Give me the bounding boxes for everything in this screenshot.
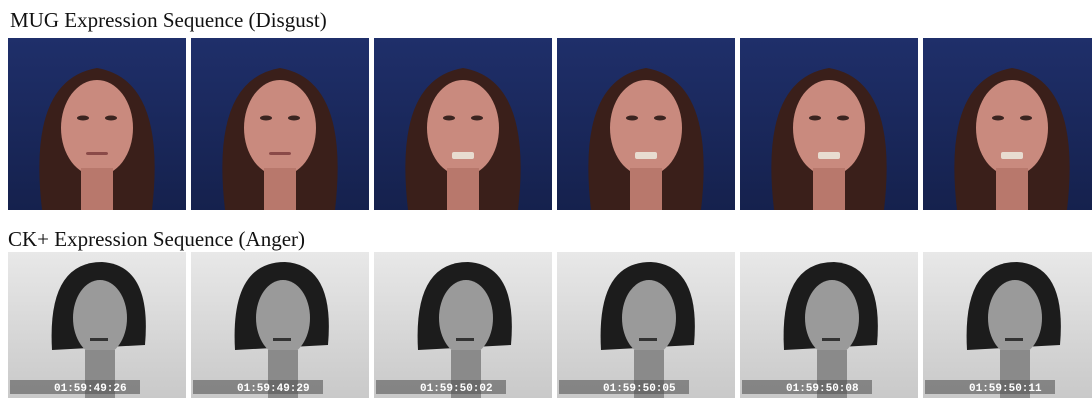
neck	[81, 168, 113, 210]
face-image	[557, 38, 735, 210]
mouth	[1005, 338, 1023, 341]
face-image	[740, 38, 918, 210]
face-image: 01:59:50:05	[557, 252, 735, 398]
neck	[630, 168, 662, 210]
eye	[443, 116, 455, 121]
mouth	[639, 338, 657, 341]
mouth	[90, 338, 108, 341]
section-title: CK+ Expression Sequence (Anger)	[8, 227, 305, 251]
face-image: 01:59:49:26	[8, 252, 186, 398]
mouth	[818, 152, 840, 159]
neck	[813, 168, 845, 210]
face	[793, 80, 865, 176]
face-image	[374, 38, 552, 210]
eye	[77, 116, 89, 121]
ck-row: 01:59:49:26 01:59:49:29 01:59:50:02 01:59:5…	[8, 252, 1092, 398]
timestamp: 01:59:50:11	[969, 383, 1042, 395]
mouth	[86, 152, 108, 155]
eye	[809, 116, 821, 121]
eye	[837, 116, 849, 121]
face	[976, 80, 1048, 176]
face-image	[923, 38, 1092, 210]
eye	[992, 116, 1004, 121]
face-image: 01:59:50:02	[374, 252, 552, 398]
face-image: 01:59:50:11	[923, 252, 1092, 398]
figure: MUG Expression Sequence (Disgust) CK+ Ex…	[0, 0, 1092, 398]
neck	[996, 168, 1028, 210]
face	[427, 80, 499, 176]
face	[610, 80, 682, 176]
timestamp: 01:59:50:08	[786, 383, 859, 395]
mouth	[273, 338, 291, 341]
face	[622, 280, 676, 356]
face-image	[191, 38, 369, 210]
face	[988, 280, 1042, 356]
eye	[260, 116, 272, 121]
eye	[288, 116, 300, 121]
face	[256, 280, 310, 356]
face	[61, 80, 133, 176]
mouth	[1001, 152, 1023, 159]
face	[73, 280, 127, 356]
face	[244, 80, 316, 176]
face	[439, 280, 493, 356]
timestamp: 01:59:50:02	[420, 383, 493, 395]
neck	[264, 168, 296, 210]
eye	[654, 116, 666, 121]
mouth	[452, 152, 474, 159]
timestamp: 01:59:49:29	[237, 383, 310, 395]
eye	[471, 116, 483, 121]
mouth	[456, 338, 474, 341]
mouth	[635, 152, 657, 159]
mug-row	[8, 38, 1092, 210]
timestamp: 01:59:50:05	[603, 383, 676, 395]
eye	[105, 116, 117, 121]
mouth	[269, 152, 291, 155]
face-image: 01:59:49:29	[191, 252, 369, 398]
face-image: 01:59:50:08	[740, 252, 918, 398]
eye	[626, 116, 638, 121]
eye	[1020, 116, 1032, 121]
page: {"sections": [ {"title": "MUG Expression…	[0, 0, 1092, 398]
timestamp: 01:59:49:26	[54, 383, 127, 395]
neck	[447, 168, 479, 210]
face-image	[8, 38, 186, 210]
mouth	[822, 338, 840, 341]
face	[805, 280, 859, 356]
section-title: MUG Expression Sequence (Disgust)	[10, 8, 327, 32]
